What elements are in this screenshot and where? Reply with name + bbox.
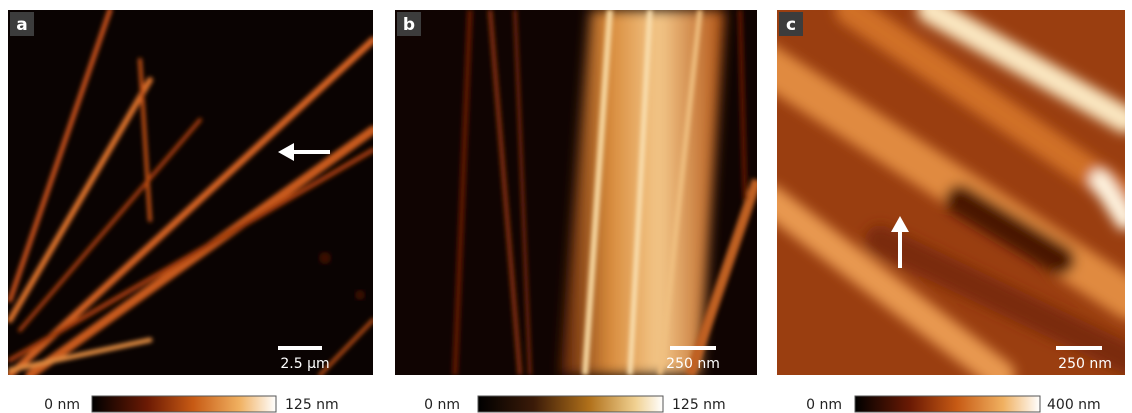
colorbar-min: 0 nm [44,397,80,413]
colorbar-min: 0 nm [806,397,842,413]
scale-bar-label: 250 nm [666,356,720,372]
scale-bar-label: 2.5 μm [280,356,329,372]
afm-image-b [395,10,757,375]
panel-label: a [16,15,27,35]
colorbar [854,395,1041,413]
afm-image-a [8,10,373,375]
scale-bar-label: 250 nm [1058,356,1112,372]
colorbar [477,395,664,413]
panel-label: c [786,15,796,35]
colorbar-max: 125 nm [285,397,339,413]
colorbar [91,395,277,413]
panel-label: b [403,15,415,35]
colorbar-max: 125 nm [672,397,726,413]
colorbar-min: 0 nm [424,397,460,413]
afm-image-c [777,10,1125,375]
colorbar-max: 400 nm [1047,397,1101,413]
